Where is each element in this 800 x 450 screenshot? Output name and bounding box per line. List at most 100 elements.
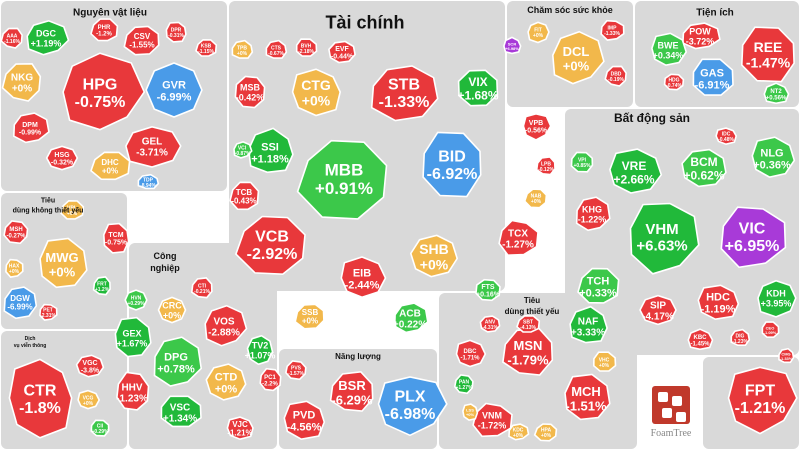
stock-cell-nkg[interactable]: NKG+0% [1, 62, 42, 102]
stock-cell-cti[interactable]: CTI-0.21% [190, 277, 213, 299]
stock-cell-hdc[interactable]: HDC-1.19% [697, 284, 740, 321]
stock-cell-vpb[interactable]: VPB-0.56% [522, 113, 552, 141]
stock-cell-phr[interactable]: PHR-1.2% [90, 18, 119, 42]
stock-cell-vpi[interactable]: VPI+0.85% [570, 151, 594, 173]
stock-cell-shape[interactable] [90, 419, 110, 437]
stock-cell-shape[interactable] [740, 26, 795, 83]
stock-cell-shape[interactable] [45, 145, 79, 171]
stock-cell-vre[interactable]: VRE+2.66% [609, 148, 663, 194]
stock-cell-shape[interactable] [564, 373, 611, 421]
stock-cell-kdh[interactable]: KDH+3.95% [757, 279, 797, 318]
stock-cell-msn[interactable]: MSN-1.79% [502, 326, 554, 376]
stock-cell-shape[interactable] [328, 40, 356, 64]
stock-cell-cii[interactable]: CII+0.29% [90, 419, 110, 437]
stock-cell-bvh[interactable]: BVH-2.18% [295, 38, 318, 57]
stock-cell-vix[interactable]: VIX+1.68% [457, 69, 499, 107]
stock-cell-shape[interactable] [291, 68, 342, 117]
stock-cell-shb[interactable]: SHB+0% [409, 234, 459, 278]
stock-cell-shape[interactable] [102, 222, 130, 254]
stock-cell-cmg[interactable]: CMG-1.33% [778, 347, 795, 364]
stock-cell-sbt[interactable]: SBT-4.13% [516, 314, 541, 333]
stock-cell-hax[interactable]: HAX+0% [5, 258, 24, 278]
stock-cell-shape[interactable] [727, 366, 798, 435]
stock-cell-tcm[interactable]: TCM-0.75% [102, 222, 130, 254]
stock-cell-pvs[interactable]: PVS-1.57% [285, 360, 307, 381]
stock-cell-shape[interactable] [285, 360, 307, 381]
stock-cell-tch[interactable]: TCH+0.33% [577, 267, 620, 304]
stock-cell-shape[interactable] [340, 256, 387, 299]
stock-cell-shape[interactable] [682, 22, 721, 50]
stock-cell-shape[interactable] [153, 336, 203, 387]
stock-cell-mbb[interactable]: MBB+0.91% [296, 139, 388, 220]
stock-cell-kdc[interactable]: KDC+0% [508, 423, 530, 441]
stock-cell-shape[interactable] [12, 112, 50, 144]
stock-cell-shape[interactable] [145, 62, 203, 118]
stock-cell-fpt[interactable]: FPT-1.21% [727, 366, 798, 435]
stock-cell-dpg[interactable]: DPG+0.78% [153, 336, 203, 387]
stock-cell-shape[interactable] [455, 339, 487, 368]
stock-cell-shape[interactable] [592, 351, 617, 372]
stock-cell-hvn[interactable]: HVN+0.29% [124, 289, 148, 311]
stock-cell-ssi[interactable]: SSI+1.18% [247, 127, 294, 174]
stock-cell-acb[interactable]: ACB+0.22% [393, 302, 429, 334]
stock-cell-shape[interactable] [761, 321, 780, 339]
stock-cell-shape[interactable] [160, 395, 202, 428]
stock-cell-ceo[interactable]: CEO-1.09% [761, 321, 780, 339]
stock-cell-crc[interactable]: CRC+0% [157, 296, 187, 324]
stock-cell-shape[interactable] [125, 125, 182, 168]
stock-cell-shape[interactable] [720, 206, 787, 269]
stock-cell-shape[interactable] [522, 113, 552, 141]
stock-cell-shape[interactable] [3, 220, 29, 245]
stock-cell-shape[interactable] [123, 25, 160, 56]
stock-cell-bwe[interactable]: BWE+0.34% [651, 32, 688, 67]
stock-cell-shape[interactable] [234, 75, 266, 109]
stock-cell-shape[interactable] [5, 258, 24, 278]
stock-cell-gel[interactable]: GEL-3.71% [125, 125, 182, 168]
stock-cell-ctg[interactable]: CTG+0% [291, 68, 342, 117]
stock-cell-fit[interactable]: FIT+0% [527, 21, 550, 44]
stock-cell-vjc[interactable]: VJC-1.21% [226, 416, 254, 441]
stock-cell-shape[interactable] [90, 18, 119, 42]
stock-cell-ree[interactable]: REE-1.47% [740, 26, 795, 83]
stock-cell-msh[interactable]: MSH-0.27% [3, 220, 29, 245]
stock-cell-shape[interactable] [3, 286, 38, 320]
stock-cell-shape[interactable] [370, 65, 439, 122]
stock-cell-stb[interactable]: STB-1.33% [370, 65, 439, 122]
stock-cell-shape[interactable] [600, 19, 625, 41]
stock-cell-shape[interactable] [114, 316, 152, 358]
stock-cell-shape[interactable] [294, 303, 325, 330]
stock-cell-shape[interactable] [1, 62, 42, 102]
stock-cell-vic[interactable]: VIC+6.95% [720, 206, 787, 269]
stock-cell-gvr[interactable]: GVR-6.99% [145, 62, 203, 118]
stock-cell-lpb[interactable]: LPB-0.12% [535, 156, 556, 176]
stock-cell-shape[interactable] [92, 276, 111, 296]
stock-cell-shape[interactable] [116, 371, 150, 411]
stock-cell-dgc[interactable]: DGC+1.19% [26, 19, 70, 56]
stock-cell-shape[interactable] [757, 279, 797, 318]
stock-cell-shape[interactable] [651, 32, 688, 67]
stock-cell-shape[interactable] [527, 21, 550, 44]
stock-cell-shape[interactable] [295, 38, 318, 57]
stock-cell-dig[interactable]: DIG-1.23% [730, 328, 751, 347]
stock-cell-shape[interactable] [730, 328, 751, 347]
stock-cell-shape[interactable] [516, 314, 541, 333]
stock-cell-shape[interactable] [462, 403, 479, 421]
stock-cell-shape[interactable] [604, 65, 627, 87]
stock-cell-shape[interactable] [751, 136, 796, 178]
stock-cell-shape[interactable] [639, 294, 677, 326]
stock-cell-shape[interactable] [535, 156, 556, 176]
stock-cell-shape[interactable] [246, 334, 274, 366]
stock-cell-shape[interactable] [502, 326, 554, 376]
stock-cell-shape[interactable] [8, 358, 73, 439]
stock-cell-shape[interactable] [697, 284, 740, 321]
stock-cell-naf[interactable]: NAF+3.33% [569, 305, 608, 344]
stock-cell-gex[interactable]: GEX+1.67% [114, 316, 152, 358]
stock-cell-tcb[interactable]: TCB-0.43% [229, 181, 260, 211]
stock-cell-shape[interactable] [234, 215, 306, 276]
stock-cell-shape[interactable] [231, 39, 254, 59]
stock-cell-shape[interactable] [157, 296, 187, 324]
stock-cell-bsr[interactable]: BSR-6.29% [329, 370, 374, 412]
stock-cell-ssb[interactable]: SSB+0% [294, 303, 325, 330]
stock-cell-dbd[interactable]: DBD-0.19% [604, 65, 627, 87]
stock-cell-aaa[interactable]: AAA-1.16% [0, 27, 23, 49]
